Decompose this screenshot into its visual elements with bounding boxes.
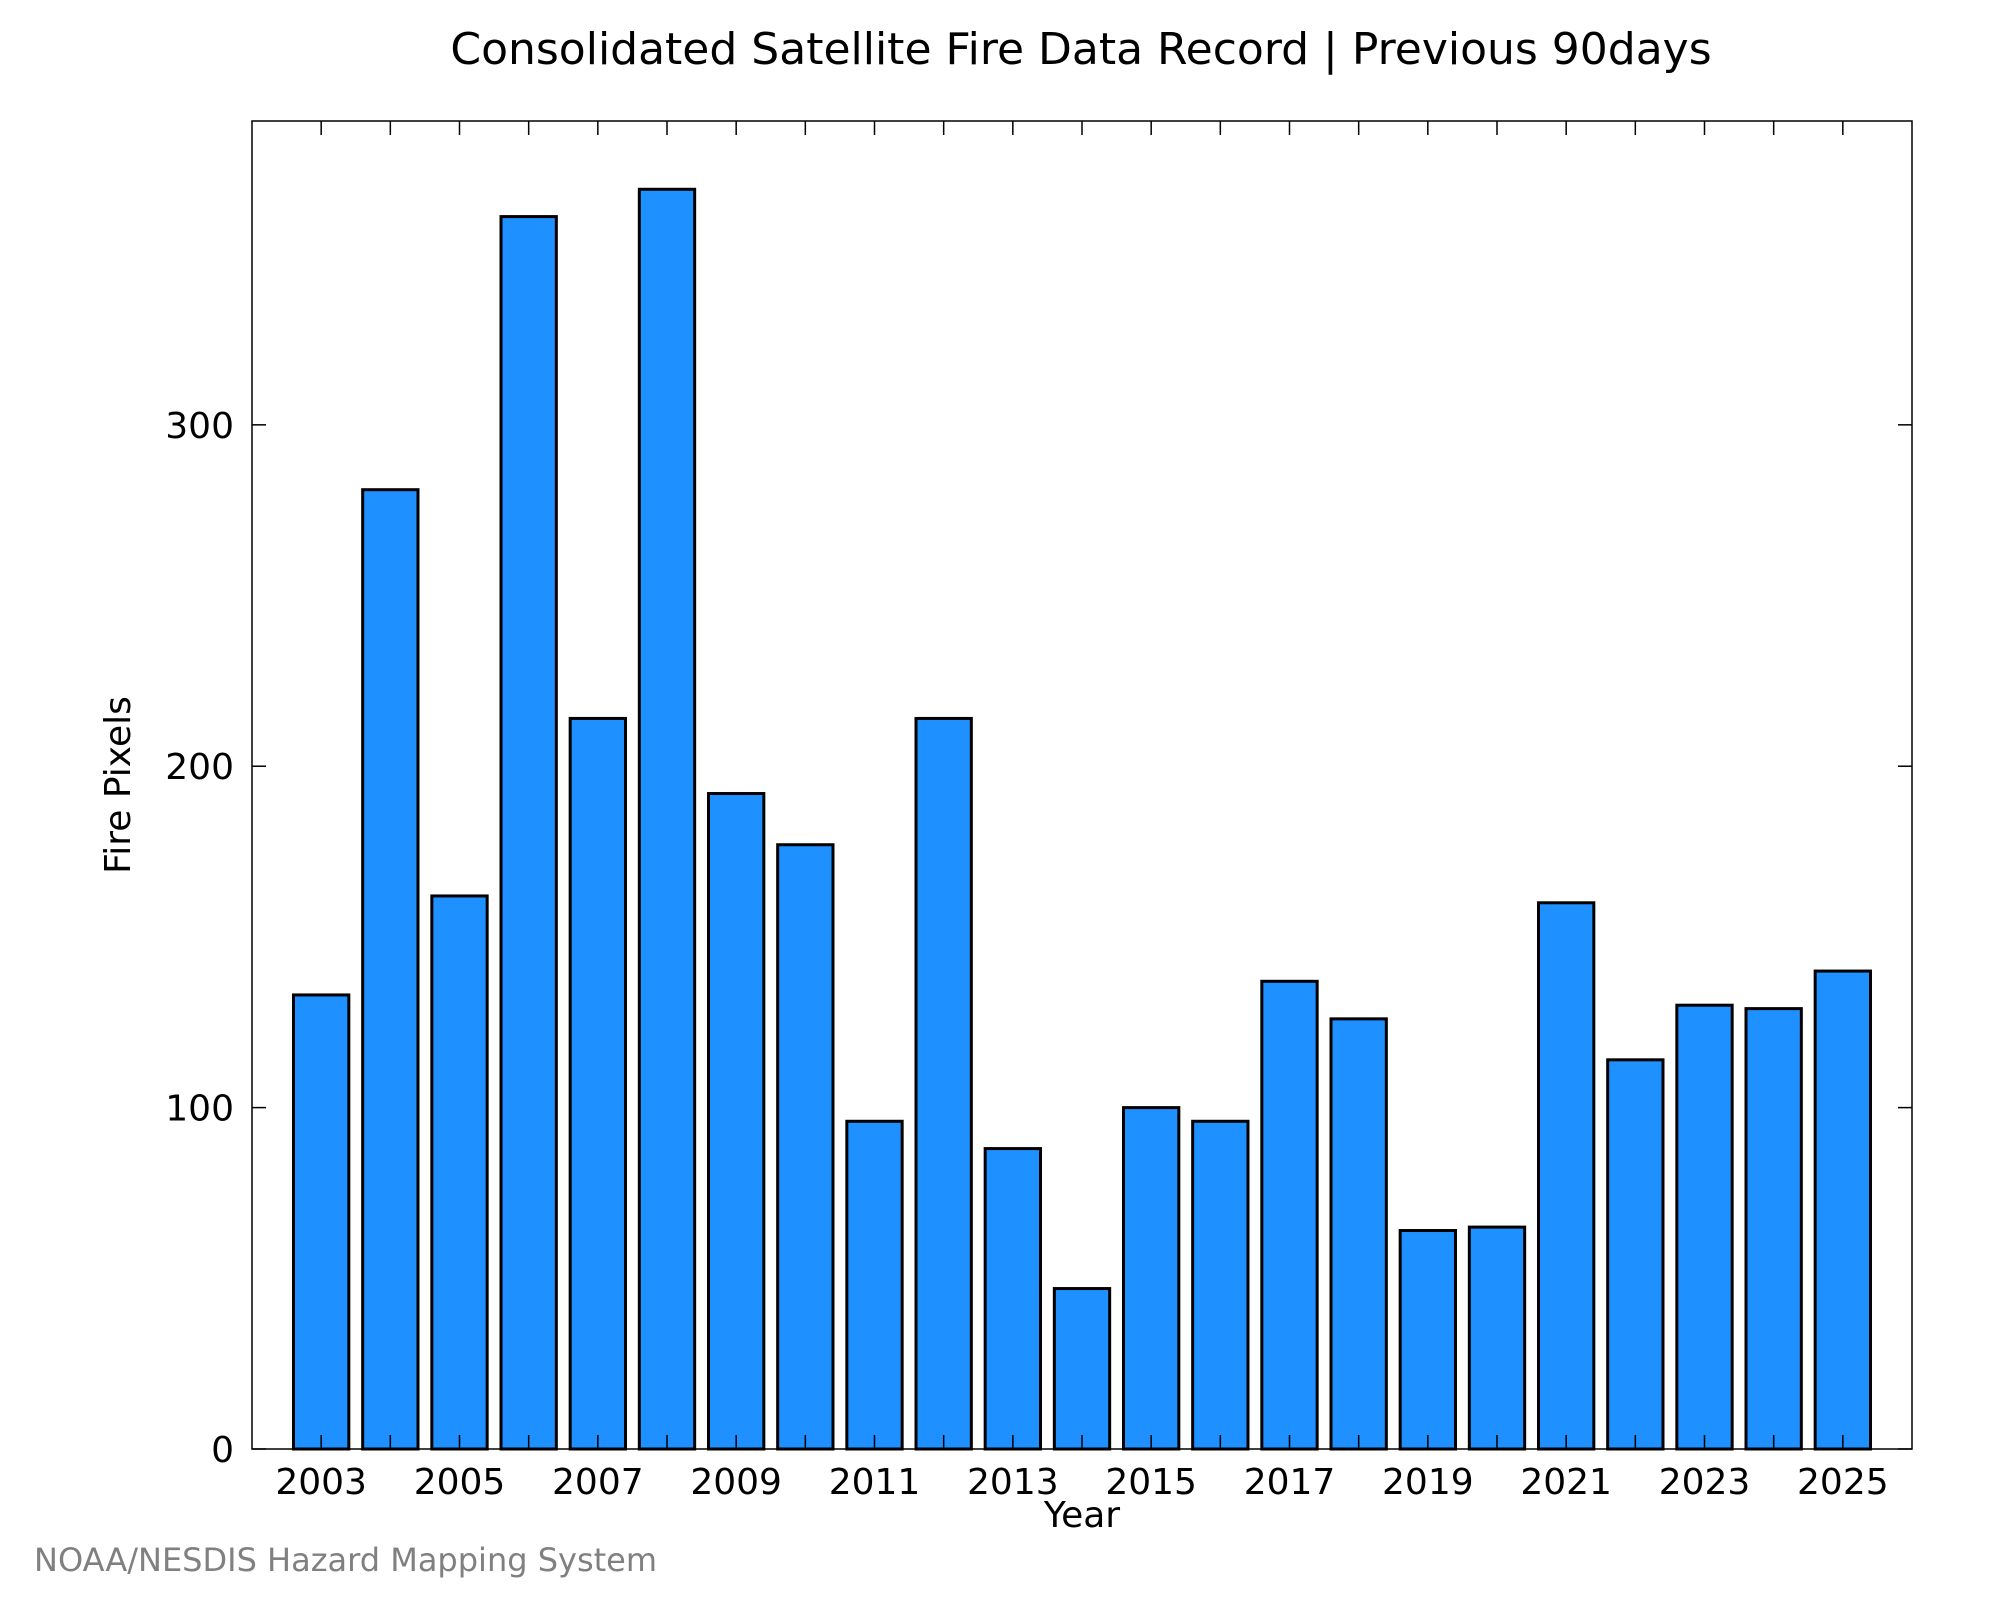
x-tick-label: 2023 <box>1659 1462 1751 1503</box>
x-tick-label: 2009 <box>690 1462 782 1503</box>
bar-2003 <box>292 993 351 1451</box>
bar-2005 <box>430 894 489 1451</box>
x-tick-label: 2003 <box>275 1462 367 1503</box>
bar-2022 <box>1606 1058 1665 1451</box>
x-tick-label: 2019 <box>1382 1462 1474 1503</box>
bar-2021 <box>1537 901 1596 1451</box>
y-tick-label: 0 <box>211 1430 234 1471</box>
x-tick-label: 2013 <box>967 1462 1059 1503</box>
y-tick-label: 300 <box>165 406 234 447</box>
bar-2008 <box>637 187 697 1451</box>
x-tick-label: 2005 <box>414 1462 506 1503</box>
x-tick-label: 2015 <box>1105 1462 1197 1503</box>
bars-layer <box>292 187 1873 1451</box>
bar-2009 <box>707 792 766 1451</box>
bar-2011 <box>845 1119 904 1451</box>
bar-2010 <box>776 843 835 1451</box>
x-tick-label: 2025 <box>1797 1462 1889 1503</box>
bar-2007 <box>568 716 627 1451</box>
ticks-layer <box>252 121 1912 1450</box>
chart-title: Consolidated Satellite Fire Data Record … <box>450 24 1711 75</box>
bar-2006 <box>499 215 558 1451</box>
bar-2020 <box>1467 1225 1527 1451</box>
source-credit: NOAA/NESDIS Hazard Mapping System <box>34 1541 657 1579</box>
x-tick-label: 2017 <box>1244 1462 1336 1503</box>
tick-labels-layer: 2003 2005 2007 2009 2011 2013 2015 2017 2019 2021… <box>165 406 1888 1503</box>
bar-2019 <box>1398 1229 1458 1451</box>
x-tick-label: 2011 <box>829 1462 921 1503</box>
x-tick-label: 2007 <box>552 1462 644 1503</box>
x-tick-label: 2021 <box>1520 1462 1612 1503</box>
bar-2025 <box>1813 969 1873 1451</box>
x-axis-label: Year <box>1043 1495 1120 1536</box>
bar-2015 <box>1122 1106 1181 1451</box>
y-tick-label: 200 <box>165 747 234 788</box>
bar-2016 <box>1191 1119 1250 1451</box>
bar-2023 <box>1675 1003 1734 1451</box>
bar-2017 <box>1260 979 1319 1451</box>
y-tick-label: 100 <box>165 1089 234 1130</box>
bar-2013 <box>983 1147 1042 1451</box>
bar-2014 <box>1052 1287 1112 1451</box>
y-axis-label: Fire Pixels <box>98 696 139 874</box>
bar-2018 <box>1329 1017 1388 1451</box>
bar-2012 <box>914 716 973 1451</box>
bar-2004 <box>361 488 420 1451</box>
bar-2024 <box>1744 1007 1803 1451</box>
